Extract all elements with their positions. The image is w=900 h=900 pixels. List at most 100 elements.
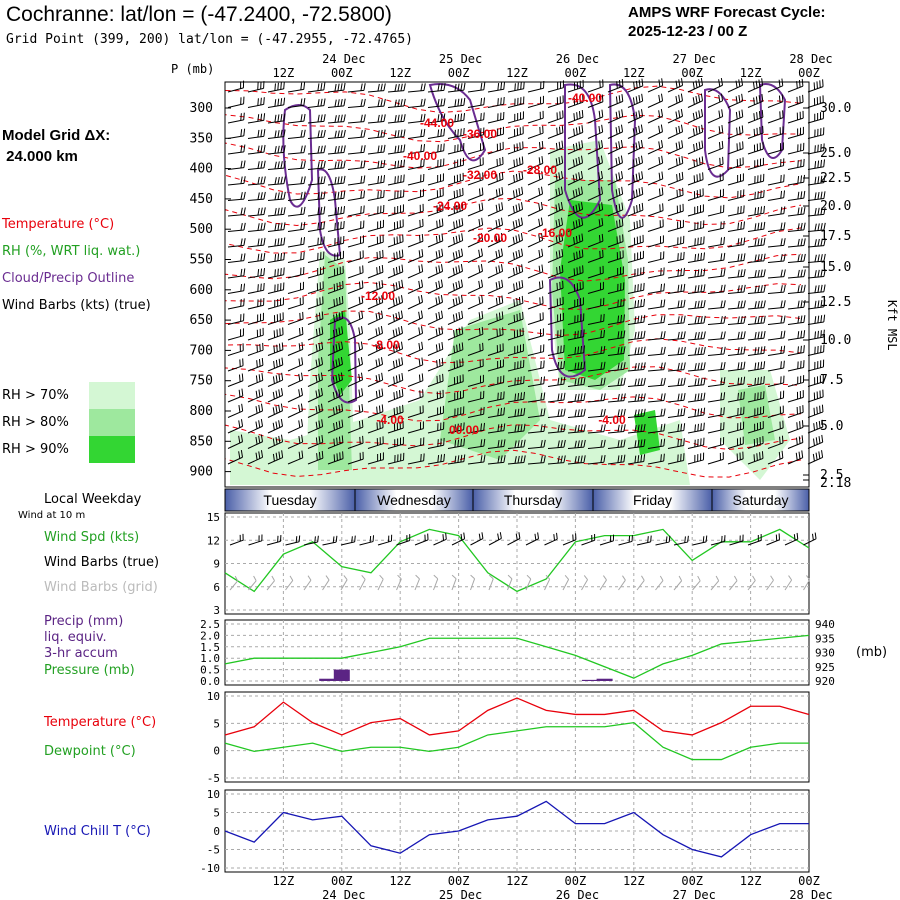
wind-barb	[467, 172, 484, 186]
wind-barb	[227, 449, 243, 465]
wind-barb	[367, 357, 384, 372]
wind-barb	[467, 279, 484, 294]
wind-barb	[347, 160, 366, 170]
wind-barb	[247, 403, 264, 418]
wind-barb	[327, 205, 346, 217]
wind-barb	[527, 201, 544, 217]
wind-barb	[747, 361, 766, 372]
wind-barb	[347, 404, 364, 418]
wind-barb	[447, 438, 465, 449]
wind-barb	[447, 248, 464, 263]
wind-barb	[807, 143, 825, 155]
wind-barb	[567, 455, 586, 465]
wind-barb-grid	[710, 575, 720, 591]
wind-barb	[547, 233, 564, 248]
wind-barb	[747, 391, 765, 403]
wind-barb	[607, 314, 625, 325]
wind-barb	[387, 357, 404, 372]
wind-barb-grid	[673, 575, 683, 591]
wind-barb	[387, 436, 404, 449]
wind-barb	[307, 357, 324, 372]
wind-barb	[747, 451, 764, 465]
wind-barb	[467, 248, 484, 263]
wind-barb	[667, 283, 686, 294]
wind-panel-tick-label: 12	[207, 534, 220, 547]
model-grid-value: 24.000 km	[2, 148, 78, 165]
cloud-outline	[548, 276, 587, 378]
wind-barb	[467, 142, 484, 155]
wind-barb	[407, 279, 424, 294]
wind-barb	[527, 186, 544, 201]
wind-barb	[507, 455, 526, 465]
wind-barb	[227, 112, 245, 124]
wind-barb	[227, 238, 246, 248]
wind-barb	[487, 81, 506, 93]
wind-barb	[507, 81, 525, 93]
wind-barb	[747, 300, 766, 310]
wind-barb	[527, 328, 544, 341]
wind-barb	[727, 451, 744, 465]
wind-barb	[347, 83, 366, 93]
wind-barb	[247, 267, 266, 279]
precip-label: Precip (mm)	[44, 614, 124, 629]
wind-panel-tick-label: 15	[207, 511, 220, 524]
wind-barb	[247, 373, 264, 387]
wind-barb	[327, 451, 344, 465]
wind-barb	[487, 423, 506, 434]
wind-barb	[267, 327, 284, 341]
wind-barb	[267, 207, 286, 217]
wind-barb	[647, 423, 666, 434]
wind-barb	[327, 403, 344, 418]
bottom-date-label: 28 Dec	[789, 888, 832, 900]
wind-barb	[567, 94, 584, 108]
temperature-contour	[224, 281, 802, 310]
weekday-label: Tuesday	[263, 492, 316, 508]
wind-barb	[607, 78, 624, 93]
wind-barb	[547, 408, 566, 418]
wind-barb-grid	[544, 574, 551, 591]
wind-barb-10m	[470, 532, 484, 546]
wind-barb	[307, 326, 324, 341]
rh-swatch-80	[89, 409, 135, 436]
wind-barb	[267, 342, 284, 356]
wind-barb	[807, 359, 825, 372]
wind-barb	[267, 403, 284, 418]
wind-barb	[747, 205, 765, 217]
wind-barb-grid	[248, 575, 257, 591]
wind-barb	[427, 294, 443, 310]
wind-barb	[747, 376, 765, 387]
wind-barb	[287, 281, 304, 294]
wind-barb	[687, 204, 704, 217]
wind-barb-grid	[618, 575, 626, 591]
top-hour-label: 00Z	[798, 66, 820, 80]
wind-barb	[227, 328, 244, 341]
wind-barb	[527, 376, 545, 387]
wind-barb	[247, 237, 266, 248]
wind-barb	[227, 358, 244, 372]
wind-barb	[407, 264, 424, 279]
wind-barb	[387, 219, 404, 232]
wind-barb	[607, 346, 626, 356]
wind-barb	[487, 375, 505, 387]
wind-barb	[367, 83, 386, 93]
wind-barb	[447, 374, 464, 387]
wind-barb	[447, 295, 464, 310]
wind-barb	[747, 94, 764, 108]
wind-barb	[327, 250, 344, 263]
wind-barb-grid	[784, 575, 793, 591]
wind-barb	[387, 310, 404, 325]
wind-barb	[407, 437, 425, 449]
wind-barb	[427, 98, 446, 108]
wind-barb	[447, 142, 465, 155]
wind-barb	[727, 205, 745, 217]
wind-barb	[727, 157, 744, 170]
wind-barb	[807, 450, 824, 465]
wind-barb	[727, 315, 746, 325]
wind-barb	[767, 253, 786, 263]
wind-barb	[347, 175, 366, 186]
top-hour-label: 12Z	[623, 66, 645, 80]
kft-tick-label: 15.0	[820, 260, 851, 275]
wind-barb	[327, 114, 346, 124]
wind-barb	[727, 125, 744, 139]
wind-barb	[267, 357, 284, 372]
